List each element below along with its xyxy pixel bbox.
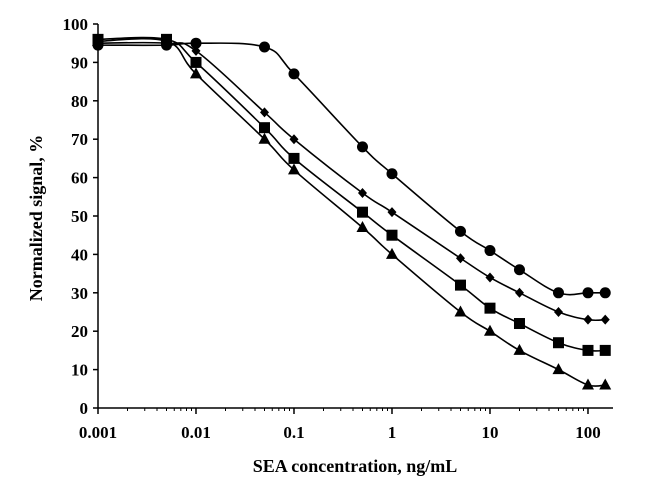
data-point-triangle	[599, 378, 612, 390]
y-tick-label: 10	[71, 361, 88, 380]
data-point-square	[454, 279, 466, 291]
series-line-triangle	[97, 37, 606, 387]
data-point-square	[582, 344, 594, 356]
series-line-square	[97, 36, 606, 352]
data-point-square	[599, 344, 611, 356]
data-point-circle	[386, 168, 398, 180]
data-point-circle	[288, 68, 300, 80]
data-point-square	[190, 56, 202, 68]
data-point-triangle	[92, 34, 104, 46]
data-point-circle	[190, 37, 202, 49]
x-axis-title: SEA concentration, ng/mL	[253, 456, 458, 476]
data-point-diamond	[387, 207, 397, 218]
x-tick-label: 100	[575, 423, 601, 442]
series-line-diamond	[97, 41, 606, 322]
data-point-square	[552, 337, 564, 349]
data-point-diamond	[485, 272, 495, 283]
data-point-circle	[258, 41, 270, 53]
data-point-triangle	[160, 34, 173, 46]
y-tick-label: 100	[63, 15, 89, 34]
data-point-diamond	[455, 253, 465, 264]
data-point-square	[386, 229, 398, 241]
data-point-triangle	[483, 324, 496, 336]
series-line-circle	[97, 42, 606, 296]
data-point-triangle	[356, 221, 369, 233]
data-point-diamond	[191, 45, 201, 56]
y-tick-label: 50	[71, 207, 88, 226]
data-point-square	[356, 206, 368, 218]
data-point-triangle	[581, 378, 594, 390]
data-point-square	[288, 152, 300, 164]
data-point-triangle	[258, 132, 271, 144]
x-tick-label: 10	[481, 423, 498, 442]
plot-area: 0 10 20 30 40 50 60 70 80 90 100 0.001 0.01 0.1 1 10 100	[63, 15, 613, 442]
data-point-triangle	[454, 305, 467, 317]
data-point-diamond	[289, 134, 299, 145]
y-axis-title: Normalized signal, %	[26, 135, 46, 302]
data-point-circle	[454, 225, 466, 237]
data-point-triangle	[287, 163, 300, 175]
y-tick-label: 60	[71, 169, 88, 188]
data-point-circle	[356, 141, 368, 153]
data-point-diamond	[600, 314, 610, 325]
data-point-diamond	[357, 187, 367, 198]
data-point-circle	[599, 287, 611, 299]
data-point-diamond	[514, 287, 524, 298]
data-point-circle	[484, 245, 496, 257]
y-tick-label: 20	[71, 322, 88, 341]
data-point-circle	[552, 287, 564, 299]
data-point-triangle	[552, 363, 565, 375]
x-tick-label: 1	[388, 423, 397, 442]
data-point-triangle	[513, 343, 526, 355]
y-tick-label: 30	[71, 284, 88, 303]
x-tick-label: 0.001	[79, 423, 117, 442]
data-point-circle	[582, 287, 594, 299]
data-point-square	[484, 302, 496, 314]
y-tick-label: 90	[71, 53, 88, 72]
data-point-triangle	[385, 247, 398, 259]
x-tick-label: 0.01	[181, 423, 211, 442]
data-point-diamond	[259, 107, 269, 118]
data-point-triangle	[189, 67, 202, 79]
data-point-diamond	[553, 307, 563, 317]
data-point-square	[513, 318, 525, 330]
data-point-circle	[513, 264, 525, 276]
data-point-square	[258, 122, 270, 134]
y-tick-label: 70	[71, 130, 88, 149]
y-tick-label: 80	[71, 92, 88, 111]
x-tick-label: 0.1	[283, 423, 304, 442]
y-tick-label: 0	[80, 399, 89, 418]
y-tick-label: 40	[71, 245, 88, 264]
data-point-diamond	[583, 314, 593, 325]
